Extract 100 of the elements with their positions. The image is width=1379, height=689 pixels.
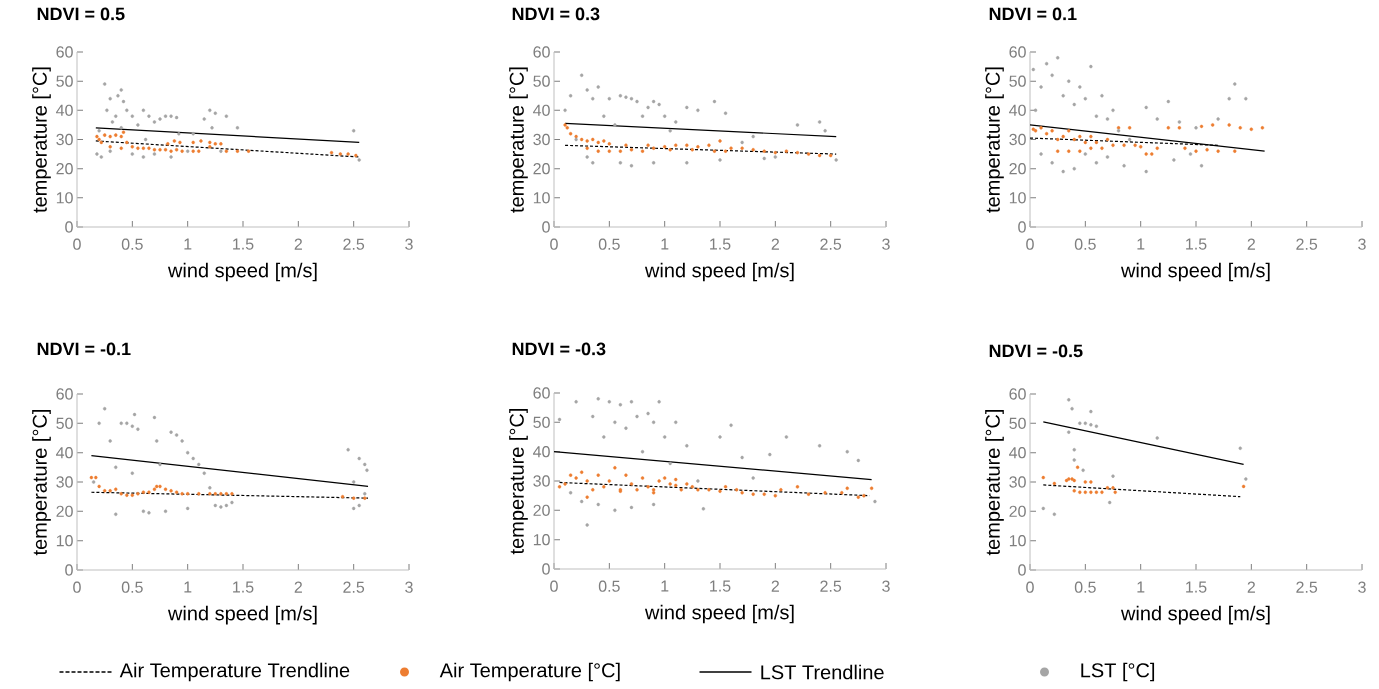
y-tick-label: 60 [1009,388,1026,400]
y-tick-label: 40 [1009,447,1026,459]
x-axis-title: wind speed [m/s] [1120,262,1270,282]
y-tick-label: 30 [533,133,550,146]
y-tick-label: 50 [56,75,73,87]
legend-label: Air Temperature Trendline [119,662,350,682]
y-tick-label: 10 [1009,192,1026,204]
x-tick-label: 2.5 [820,238,842,250]
y-tick-label: 60 [56,388,73,400]
y-tick-label: 50 [533,75,550,87]
y-tick-label: 0 [1018,221,1026,233]
x-tick-label: 1 [184,581,192,593]
y-tick-label: 30 [1009,476,1026,488]
legend-label: LST Trendline [761,664,884,680]
y-tick-label: 30 [1009,133,1026,146]
y-tick-label: 20 [56,163,73,175]
y-axis-title: temperature [°C] [985,67,1004,213]
y-tick-label: 0 [542,563,550,575]
chart-title: NDVI = -0.3 [512,342,606,356]
y-tick-label: 0 [542,221,550,233]
x-tick-label: 2.5 [343,581,365,593]
y-tick-label: 50 [56,417,73,429]
x-tick-label: 1.5 [1186,581,1207,593]
x-tick-label: 2 [771,580,779,592]
x-axis-title: wind speed [m/s] [167,605,317,625]
x-tick-label: 2.5 [1296,238,1318,250]
y-tick-label: 20 [533,163,550,175]
x-tick-label: 0.5 [598,580,620,592]
y-tick-label: 10 [1009,535,1026,547]
y-tick-label: 20 [56,505,73,517]
x-tick-label: 1.5 [710,238,731,250]
x-tick-label: 1 [661,238,669,250]
chart-title: NDVI = -0.5 [989,344,1083,358]
x-tick-label: 1.5 [710,580,731,592]
y-tick-label: 20 [533,504,550,516]
x-tick-label: 0.5 [598,238,620,250]
y-axis-title: temperature [°C] [509,67,528,213]
y-tick-label: 50 [1009,75,1026,87]
x-tick-label: 3 [405,581,413,593]
y-tick-label: 40 [1009,104,1026,116]
x-axis-title: wind speed [m/s] [167,262,317,282]
legend-label: LST [°C] [1081,662,1155,682]
chart-title: NDVI = 0.3 [512,7,600,21]
x-tick-label: 0.5 [121,238,143,250]
x-tick-label: 0 [550,580,558,592]
x-tick-label: 3 [882,238,890,250]
y-tick-label: 0 [1018,564,1026,576]
y-tick-label: 60 [1009,46,1026,58]
x-tick-label: 0 [73,238,81,250]
y-tick-label: 40 [533,104,550,116]
x-tick-label: 2 [1247,581,1255,593]
x-tick-label: 1 [1137,238,1145,250]
x-tick-label: 2.5 [343,238,365,250]
y-tick-label: 10 [533,192,550,204]
y-tick-label: 60 [56,46,73,58]
y-tick-label: 30 [56,476,73,488]
x-tick-label: 1.5 [233,238,254,250]
y-tick-label: 30 [56,133,73,146]
x-tick-label: 3 [882,580,890,592]
y-tick-label: 0 [65,564,73,576]
x-tick-label: 1 [1137,581,1145,593]
chart-title: NDVI = 0.5 [37,7,125,21]
y-tick-label: 60 [533,46,550,58]
x-axis-title: wind speed [m/s] [644,262,794,282]
x-tick-label: 3 [1358,581,1366,593]
y-tick-label: 50 [533,416,550,428]
x-tick-label: 3 [1358,238,1366,250]
x-tick-label: 0.5 [1074,581,1096,593]
x-axis-title: wind speed [m/s] [1120,605,1270,625]
y-axis-title: temperature [°C] [509,408,528,555]
x-tick-label: 0.5 [121,581,143,593]
x-tick-label: 2.5 [1296,581,1318,593]
x-tick-label: 0.5 [1074,238,1096,250]
y-tick-label: 10 [533,534,550,546]
y-tick-label: 40 [56,447,73,459]
x-tick-label: 0 [1026,581,1034,593]
y-tick-label: 10 [56,535,73,547]
y-tick-label: 0 [65,221,73,233]
x-tick-label: 2 [1247,238,1255,250]
x-tick-label: 1.5 [233,581,254,593]
x-tick-label: 0 [550,238,558,250]
y-axis-title: temperature [°C] [32,67,51,213]
y-axis-title: temperature [°C] [32,409,51,556]
legend-label: Air Temperature [°C] [439,662,620,682]
y-axis-title: temperature [°C] [985,409,1004,556]
x-tick-label: 2.5 [820,580,842,592]
chart-title: NDVI = 0.1 [989,7,1077,21]
x-tick-label: 2 [294,238,302,250]
y-tick-label: 40 [56,104,73,116]
x-tick-label: 0 [1026,238,1034,250]
chart-title: NDVI = -0.1 [37,342,131,356]
y-tick-label: 60 [533,387,550,399]
x-tick-label: 1.5 [1186,238,1207,250]
x-tick-label: 2 [294,581,302,593]
y-tick-label: 50 [1009,417,1026,429]
y-tick-label: 30 [533,475,550,487]
y-tick-label: 10 [56,192,73,204]
x-tick-label: 3 [405,238,413,250]
x-tick-label: 1 [184,238,192,250]
x-axis-title: wind speed [m/s] [644,604,794,624]
